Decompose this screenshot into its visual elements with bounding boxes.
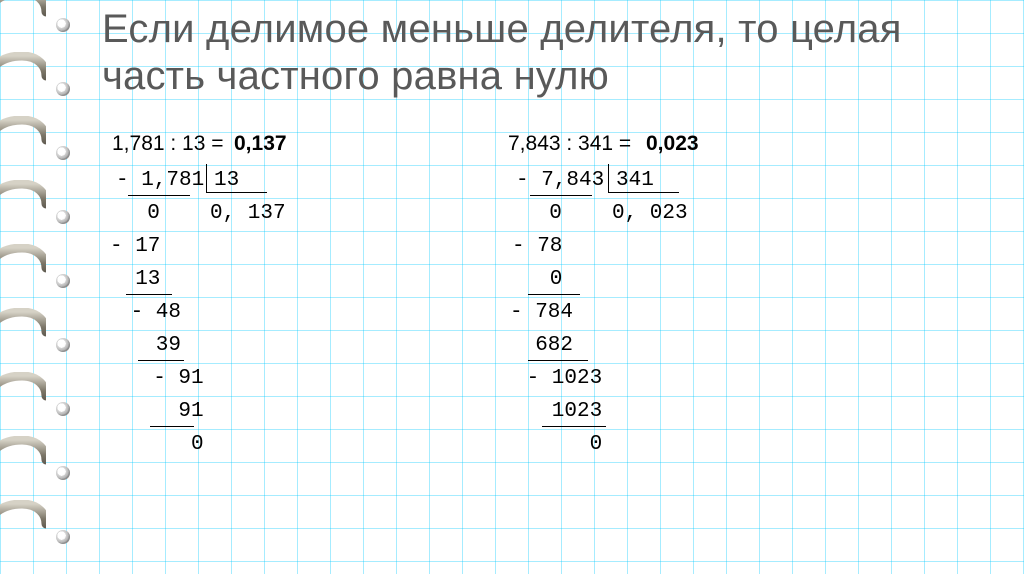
binding-hole-icon — [56, 18, 70, 32]
right-dividend: - 7,843 — [516, 164, 604, 197]
binding-ring-icon — [0, 436, 46, 480]
subtraction-rule — [542, 426, 606, 427]
left-step: 0 — [122, 197, 160, 230]
right-quotient: 0, 023 — [612, 197, 688, 230]
right-result: 0,023 — [646, 132, 699, 156]
binding-hole-icon — [56, 274, 70, 288]
subtraction-rule — [528, 294, 580, 295]
binding-hole-icon — [56, 210, 70, 224]
right-step: - 1023 — [514, 362, 602, 395]
subtraction-rule — [530, 195, 592, 196]
binding-ring-icon — [0, 372, 46, 416]
left-step: - 48 — [118, 296, 181, 329]
left-step: 13 — [110, 263, 160, 296]
binding-hole-icon — [56, 466, 70, 480]
binding-ring-icon — [0, 116, 46, 160]
binding-hole-icon — [56, 530, 70, 544]
binding-ring-icon — [0, 180, 46, 224]
binding-hole-icon — [56, 402, 70, 416]
binding-ring-icon — [0, 500, 46, 544]
left-dividend: - 1,781 — [116, 164, 204, 197]
subtraction-rule — [126, 294, 172, 295]
left-step: - 91 — [128, 362, 204, 395]
binding-hole-icon — [56, 338, 70, 352]
left-step: 39 — [118, 329, 181, 362]
left-step: 91 — [128, 395, 204, 428]
division-bracket-icon — [608, 164, 679, 193]
binding-ring-icon — [0, 308, 46, 352]
binding-hole-icon — [56, 82, 70, 96]
left-expression: 1,781 : 13 = — [112, 132, 224, 156]
binding-ring-icon — [0, 52, 46, 96]
right-expression: 7,843 : 341 = — [508, 132, 631, 156]
right-step: - 78 — [512, 230, 562, 263]
subtraction-rule — [528, 360, 588, 361]
division-bracket-icon — [206, 164, 267, 193]
right-step: 0 — [514, 428, 602, 461]
subtraction-rule — [128, 195, 190, 196]
right-step: 0 — [524, 197, 562, 230]
left-step: - 17 — [110, 230, 160, 263]
spiral-binding — [0, 0, 78, 574]
right-step: - 784 — [510, 296, 573, 329]
binding-ring-icon — [0, 244, 46, 288]
page: Если делимое меньше делителя, то целая ч… — [0, 0, 1024, 574]
right-step: 0 — [512, 263, 562, 296]
binding-hole-icon — [56, 146, 70, 160]
subtraction-rule — [150, 426, 194, 427]
subtraction-rule — [138, 360, 184, 361]
left-result: 0,137 — [234, 132, 287, 156]
left-quotient: 0, 137 — [210, 197, 286, 230]
binding-ring-icon — [0, 0, 46, 32]
right-step: 682 — [510, 329, 573, 362]
right-step: 1023 — [514, 395, 602, 428]
slide-title: Если делимое меньше делителя, то целая ч… — [102, 6, 992, 100]
left-step: 0 — [128, 428, 204, 461]
